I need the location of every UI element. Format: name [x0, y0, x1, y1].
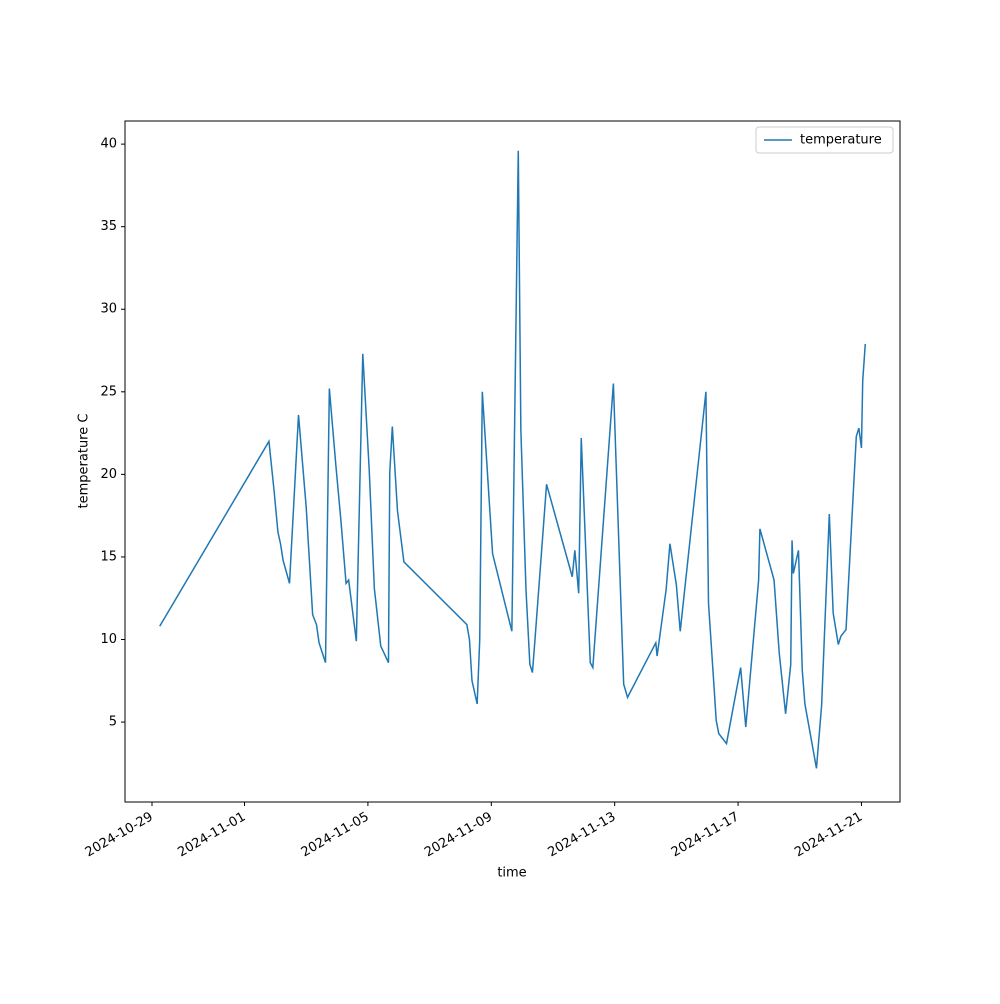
legend-box [755, 126, 894, 154]
y-tick-label: 35 [100, 219, 117, 234]
x-tick-label: 2024-11-21 [792, 810, 865, 861]
y-tick-label: 30 [100, 302, 117, 317]
y-tick-label: 15 [100, 549, 117, 564]
x-axis-label: time [497, 866, 526, 881]
plot-frame [124, 120, 901, 803]
y-axis-label: temperature C [77, 414, 92, 509]
legend-label: temperature [800, 133, 882, 148]
x-tick-label: 2024-11-01 [175, 810, 248, 861]
x-tick-label: 2024-11-05 [299, 810, 372, 861]
y-tick-label: 20 [100, 467, 117, 482]
y-tick-label: 25 [100, 384, 117, 399]
x-tick-label: 2024-11-17 [669, 810, 742, 861]
y-tick-label: 5 [109, 715, 117, 730]
x-tick-label: 2024-11-09 [422, 810, 495, 861]
y-tick-label: 40 [100, 137, 117, 152]
line [159, 150, 867, 769]
y-tick-label: 10 [100, 632, 117, 647]
x-tick-label: 2024-11-13 [545, 810, 618, 861]
x-tick-label: 2024-10-29 [83, 810, 156, 861]
